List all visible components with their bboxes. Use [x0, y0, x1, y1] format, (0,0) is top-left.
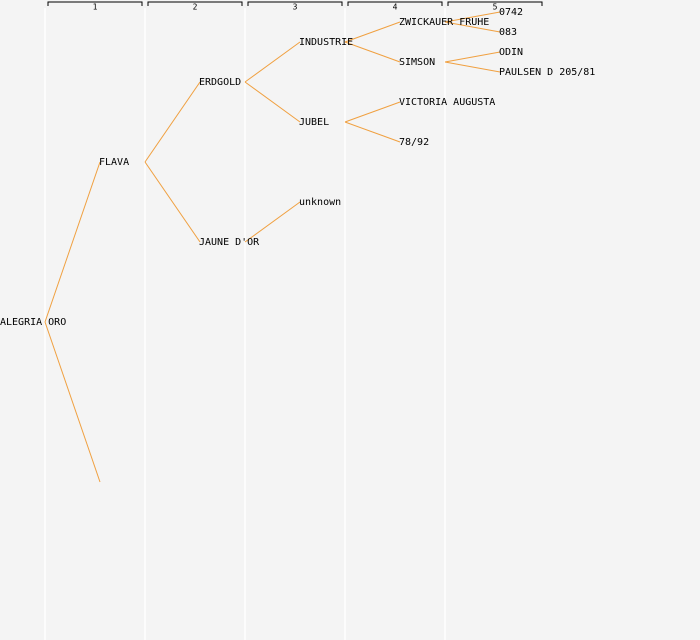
columns: 1 2 3 4 5 [44, 1, 543, 640]
node-label: VICTORIA AUGUSTA [399, 97, 495, 108]
node-label: 0742 [499, 7, 523, 18]
edge [444, 61, 501, 73]
node-label: 083 [499, 27, 517, 38]
node-label: ERDGOLD [199, 77, 241, 88]
edge [344, 21, 401, 43]
edge [344, 121, 401, 143]
edge [444, 11, 501, 23]
node-label: INDUSTRIE [299, 37, 353, 48]
generation-label: 4 [393, 3, 398, 12]
edge [344, 101, 401, 123]
node-label: JUBEL [299, 117, 329, 128]
node-label: unknown [299, 197, 341, 208]
edge [144, 81, 201, 163]
node-label: ODIN [499, 47, 523, 58]
edges [44, 11, 501, 483]
generation-bracket [447, 1, 543, 6]
generation-label: 2 [193, 3, 198, 12]
node-label: PAULSEN D 205/81 [499, 67, 595, 78]
generation-bracket [247, 1, 343, 6]
edge [244, 201, 301, 243]
node-label: ALEGRIA ORO [0, 317, 66, 328]
edge [244, 81, 301, 123]
generation-bracket [347, 1, 443, 6]
generation-bracket [147, 1, 243, 6]
labels: ALEGRIA ORO FLAVA ERDGOLD INDUSTRIE ZWICKAUE… [0, 7, 595, 328]
node-label: FLAVA [99, 157, 129, 168]
generation-label: 3 [293, 3, 298, 12]
edge [44, 321, 101, 483]
generation-bracket [47, 1, 143, 6]
generation-label: 5 [493, 3, 498, 12]
edge [444, 21, 501, 33]
node-label: 78/92 [399, 137, 429, 148]
node-label: ZWICKAUER FRUHE [399, 17, 489, 28]
node-label: SIMSON [399, 57, 435, 68]
edge [444, 51, 501, 63]
edge [44, 161, 101, 323]
edge [244, 41, 301, 83]
generation-label: 1 [93, 3, 98, 12]
edge [344, 41, 401, 63]
node-label: JAUNE D'OR [199, 237, 260, 248]
edge [144, 161, 201, 243]
